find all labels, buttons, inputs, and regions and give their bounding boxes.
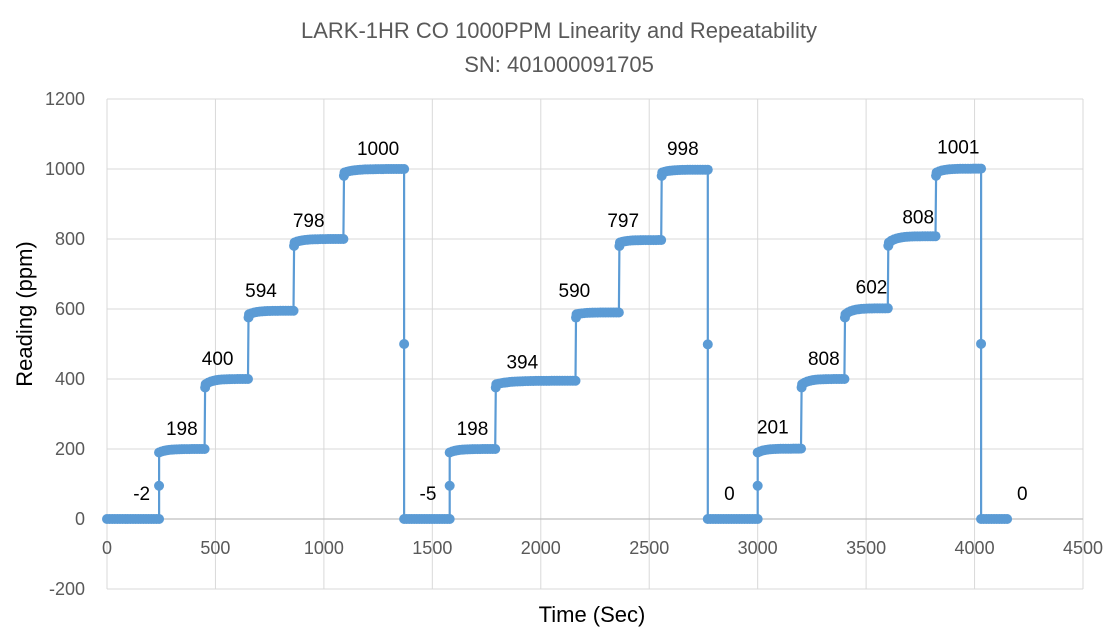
data-point [1002, 514, 1013, 524]
data-point [752, 480, 763, 491]
series-line [107, 167, 1008, 521]
data-point [752, 514, 763, 524]
data-point [796, 443, 807, 454]
data-point [154, 480, 165, 491]
data-point [882, 303, 893, 314]
y-tick-label: 200 [55, 439, 85, 459]
data-label: -5 [420, 484, 437, 505]
x-tick-label: 500 [200, 538, 230, 558]
x-tick-label: 4000 [955, 538, 995, 558]
x-tick-label: 3500 [846, 538, 886, 558]
data-point [199, 444, 210, 454]
y-tick-label: 400 [55, 369, 85, 389]
series-co-reading [102, 163, 1013, 524]
data-point [444, 480, 455, 491]
x-tick-label: 0 [102, 538, 112, 558]
data-label: 0 [1017, 484, 1028, 505]
y-tick-label: 1000 [45, 159, 85, 179]
data-label: 602 [856, 277, 888, 298]
y-tick-label: 0 [75, 509, 85, 529]
data-label: 394 [506, 353, 538, 374]
data-point [702, 164, 713, 175]
data-label: 594 [245, 281, 277, 302]
x-tick-label: 3000 [738, 538, 778, 558]
data-label: 1001 [937, 137, 979, 158]
x-tick-label: 1500 [412, 538, 452, 558]
x-axis-title: Time (Sec) [539, 602, 646, 627]
data-label: 808 [808, 349, 840, 370]
data-label: 798 [293, 211, 325, 232]
chart-subtitle: SN: 401000091705 [464, 52, 654, 77]
data-point [702, 339, 713, 350]
data-label: 201 [757, 417, 789, 438]
data-point [613, 307, 624, 318]
data-label: 400 [202, 349, 234, 370]
x-tick-label: 4500 [1063, 538, 1103, 558]
y-axis-title: Reading (ppm) [12, 241, 37, 387]
data-point [444, 514, 455, 524]
data-point [570, 375, 581, 386]
data-point [490, 444, 501, 454]
data-label: 797 [607, 211, 639, 232]
data-label: 1000 [357, 139, 399, 160]
data-point [976, 338, 987, 349]
data-point [839, 374, 850, 384]
data-label: 198 [457, 419, 489, 440]
data-label: 808 [902, 207, 934, 228]
x-tick-label: 2500 [629, 538, 669, 558]
data-label: -2 [133, 484, 150, 505]
y-tick-label: 600 [55, 299, 85, 319]
data-label: 998 [667, 139, 699, 160]
y-tick-label: -200 [49, 579, 85, 599]
data-label: 198 [166, 419, 198, 440]
chart-title: LARK-1HR CO 1000PPM Linearity and Repeat… [301, 18, 817, 43]
x-tick-label: 2000 [521, 538, 561, 558]
data-point [976, 163, 987, 174]
data-point [399, 164, 410, 174]
y-tick-label: 800 [55, 229, 85, 249]
data-label: 590 [559, 281, 591, 302]
data-point [656, 235, 667, 246]
data-point [288, 305, 299, 316]
data-point [399, 339, 410, 349]
data-labels: -2 198 400 594 798 1000 -5 198 394 590 797 998 0 201 8… [133, 137, 1027, 505]
data-point [930, 231, 941, 242]
y-tick-label: 1200 [45, 89, 85, 109]
data-point [338, 234, 349, 244]
data-label: 0 [724, 484, 735, 505]
data-point [242, 374, 253, 384]
x-tick-label: 1000 [304, 538, 344, 558]
data-point [154, 514, 165, 524]
